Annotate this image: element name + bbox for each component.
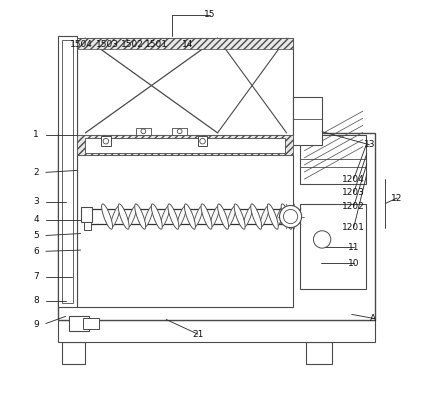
Bar	[172, 128, 187, 135]
Bar	[58, 133, 375, 320]
Circle shape	[177, 129, 182, 134]
Bar	[62, 40, 73, 303]
Ellipse shape	[127, 206, 136, 227]
Bar	[300, 135, 365, 184]
Bar	[78, 154, 292, 307]
Text: 12: 12	[392, 194, 403, 202]
Circle shape	[280, 206, 302, 228]
Text: 10: 10	[348, 259, 359, 268]
Text: A: A	[370, 314, 377, 323]
Text: 4: 4	[33, 215, 39, 224]
Bar	[61, 321, 370, 340]
Ellipse shape	[234, 204, 245, 229]
Circle shape	[200, 139, 205, 144]
Circle shape	[103, 139, 109, 144]
Ellipse shape	[260, 206, 269, 227]
Bar	[303, 260, 362, 287]
Ellipse shape	[101, 204, 113, 229]
Text: 1203: 1203	[342, 188, 365, 197]
Bar	[300, 204, 365, 289]
Text: 14: 14	[182, 40, 194, 49]
Bar	[79, 272, 290, 305]
Ellipse shape	[201, 204, 212, 229]
Ellipse shape	[160, 206, 170, 227]
Circle shape	[284, 209, 298, 224]
Bar	[78, 135, 292, 154]
Text: 2: 2	[33, 168, 39, 177]
Bar	[69, 316, 89, 331]
Text: 1501: 1501	[145, 40, 168, 49]
Bar	[101, 137, 111, 146]
Ellipse shape	[210, 206, 219, 227]
Bar	[58, 320, 375, 342]
Text: 3: 3	[33, 198, 39, 206]
Text: 1: 1	[33, 130, 39, 139]
Bar	[136, 128, 151, 135]
Bar	[83, 318, 99, 329]
Ellipse shape	[243, 206, 253, 227]
Ellipse shape	[275, 206, 284, 227]
Text: 13: 13	[364, 140, 375, 149]
Ellipse shape	[144, 206, 153, 227]
Ellipse shape	[194, 206, 203, 227]
Ellipse shape	[281, 204, 292, 229]
Text: 1504: 1504	[70, 40, 93, 49]
Bar	[85, 138, 285, 152]
Bar	[84, 222, 91, 230]
Ellipse shape	[184, 204, 195, 229]
Bar	[58, 36, 78, 307]
Ellipse shape	[135, 204, 146, 229]
Text: 1503: 1503	[96, 40, 119, 49]
Ellipse shape	[267, 204, 278, 229]
Bar	[62, 342, 85, 364]
Text: 7: 7	[33, 272, 39, 282]
Text: 1201: 1201	[342, 223, 365, 232]
Ellipse shape	[118, 204, 129, 229]
Bar	[78, 38, 292, 49]
Ellipse shape	[177, 206, 186, 227]
Text: 8: 8	[33, 296, 39, 305]
Ellipse shape	[227, 206, 236, 227]
Bar	[307, 342, 332, 364]
Ellipse shape	[152, 204, 162, 229]
Circle shape	[141, 129, 146, 134]
Bar	[81, 207, 93, 223]
Text: 1202: 1202	[342, 202, 365, 211]
Ellipse shape	[218, 204, 229, 229]
Circle shape	[314, 231, 331, 248]
Text: 6: 6	[33, 247, 39, 256]
Text: 1502: 1502	[121, 40, 144, 49]
Ellipse shape	[168, 204, 179, 229]
Ellipse shape	[111, 206, 120, 227]
Bar	[78, 38, 292, 135]
Text: 1204: 1204	[342, 175, 365, 184]
Ellipse shape	[251, 204, 262, 229]
Bar	[292, 97, 322, 145]
Text: 11: 11	[348, 243, 359, 252]
Text: 5: 5	[33, 231, 39, 240]
Text: 9: 9	[33, 320, 39, 329]
Bar	[198, 137, 207, 146]
Text: 15: 15	[204, 10, 215, 19]
Text: 21: 21	[192, 329, 203, 339]
